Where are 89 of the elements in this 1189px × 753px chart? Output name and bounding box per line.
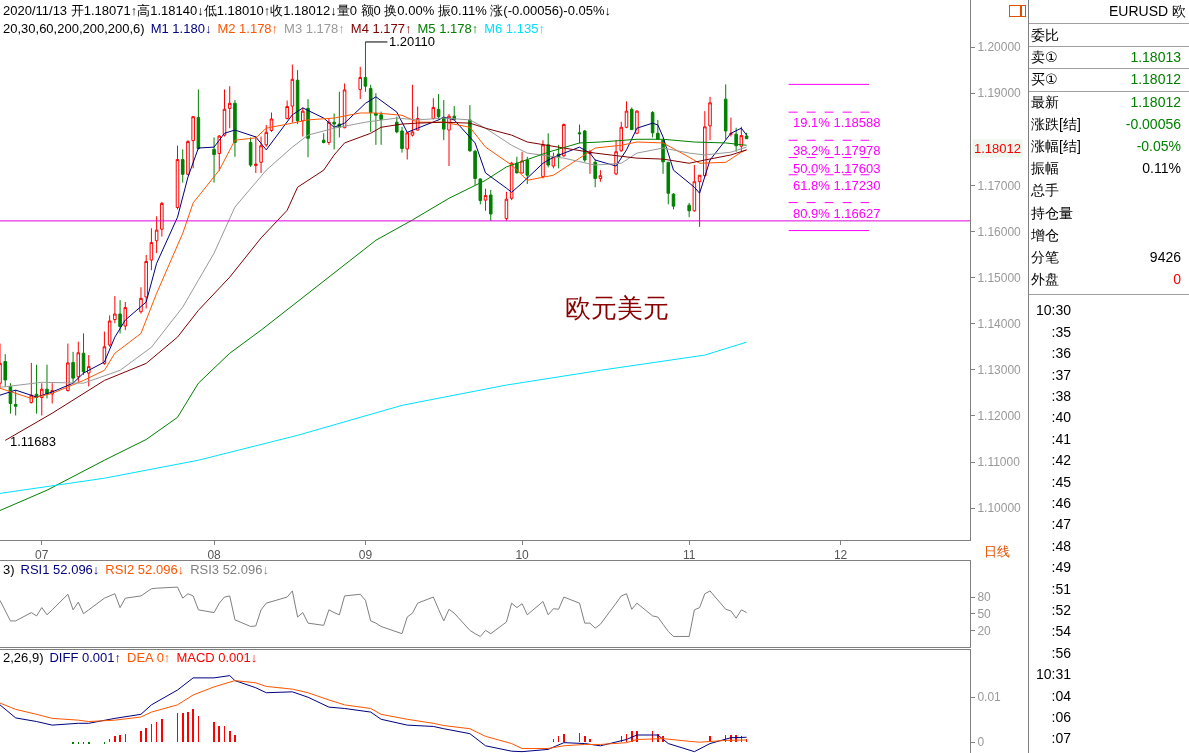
ref-line-label: 80.9% 1.16627 xyxy=(793,206,881,221)
text: :46 xyxy=(1050,494,1071,513)
y-tick-label: 20 xyxy=(977,623,992,638)
category-label: 持仓量 xyxy=(1031,204,1073,221)
text: DEA 0↑ xyxy=(127,650,171,665)
text: M2 1.178↑ xyxy=(217,21,279,36)
category-label: 外盘 xyxy=(1031,271,1059,288)
y-tick-label: 1.14000 xyxy=(977,316,1022,331)
annotation: 1.20110 xyxy=(389,34,436,49)
text: 1.18012 xyxy=(1130,93,1181,110)
ref-line-label: 61.8% 1.17230 xyxy=(793,178,881,193)
y-tick-label: 1.11000 xyxy=(977,455,1021,470)
category-label: 振幅 xyxy=(1031,160,1059,177)
text: :54 xyxy=(1050,622,1071,642)
text: :38 xyxy=(1050,387,1071,406)
y-tick-label: 0.01 xyxy=(977,690,1002,705)
ref-line-label: 19.1% 1.18588 xyxy=(793,115,881,130)
text: :42 xyxy=(1050,451,1071,471)
annotation: 欧元美元 xyxy=(565,293,669,323)
series-label: RSI3 52.096↓ xyxy=(190,562,269,577)
chart-title: 2020/11/13 开1.18071↑高1.18140↓低1.18010↑收1.18012↓量0 额0 换0.00% 振0.11% 涨(-0.00056)-0.05%↓ xyxy=(3,3,612,18)
text: 日线 xyxy=(984,544,1010,559)
text: :40 xyxy=(1050,408,1071,428)
y-tick-label: 1.17000 xyxy=(977,178,1022,193)
text: M4 1.177↑ xyxy=(350,21,412,36)
legend-title: 2,26,9) xyxy=(3,650,44,665)
text: 9426 xyxy=(1149,249,1181,265)
text: DIFF 0.001↑ xyxy=(49,650,122,665)
text: 1.18012 xyxy=(1130,71,1181,88)
y-tick-label: 1.13000 xyxy=(977,363,1022,378)
text: :45 xyxy=(1050,472,1071,492)
y-tick-label: 1.15000 xyxy=(977,270,1022,285)
text: :37 xyxy=(1050,365,1071,385)
x-tick-label: 09 xyxy=(358,548,373,563)
text: :07 xyxy=(1050,729,1071,749)
text: -0.00056 xyxy=(1125,115,1181,132)
x-tick-label: 12 xyxy=(833,548,848,563)
text: :51 xyxy=(1050,579,1071,599)
y-tick-label: 0 xyxy=(977,735,985,750)
x-tick-label: 07 xyxy=(35,548,49,563)
legend-label: RSI2 52.096↓ xyxy=(105,562,185,577)
category-label: 涨跌[结] xyxy=(1031,115,1081,132)
text: 10:31 xyxy=(1034,665,1071,685)
y-tick-label: 1.19000 xyxy=(977,86,1022,101)
annotation: 1.11683 xyxy=(10,434,57,449)
legend-title: 20,30,60,200,200,200,6) xyxy=(3,21,145,36)
category-label: 最新 xyxy=(1031,93,1059,110)
text: 0.11% xyxy=(1142,160,1181,177)
category-label: 买① xyxy=(1031,71,1058,88)
y-tick-label: 1.16000 xyxy=(977,224,1022,239)
category-label: 总手 xyxy=(1031,182,1059,199)
ref-line-label: 38.2% 1.17978 xyxy=(793,143,881,158)
text: :47 xyxy=(1050,515,1071,535)
ref-line-label: 50.0% 1.17603 xyxy=(793,161,881,176)
category-label: 分笔 xyxy=(1031,249,1059,265)
y-tick-label: 1.12000 xyxy=(977,409,1022,424)
x-tick-label: 11 xyxy=(682,548,696,563)
category-label: 委比 xyxy=(1031,27,1059,43)
text: :06 xyxy=(1050,708,1071,727)
x-tick-label: 10 xyxy=(515,548,530,563)
text: :41 xyxy=(1050,429,1071,449)
text: :56 xyxy=(1050,643,1071,663)
category-label: 涨幅[结] xyxy=(1031,138,1081,154)
text: 1.18012 xyxy=(974,141,1021,156)
text: M6 1.135↑ xyxy=(484,21,545,36)
text: 1.18013 xyxy=(1130,49,1181,66)
text: MACD 0.001↓ xyxy=(176,650,258,665)
legend-label: RSI1 52.096↓ xyxy=(20,562,100,577)
text: :04 xyxy=(1050,686,1071,706)
text: 0 xyxy=(1173,271,1181,288)
text: 10:30 xyxy=(1034,301,1071,321)
text: :49 xyxy=(1050,558,1071,578)
text: :36 xyxy=(1050,344,1071,364)
text: M5 1.178↑ xyxy=(417,21,479,36)
category-label: 卖① xyxy=(1031,49,1058,66)
text: :48 xyxy=(1050,536,1071,556)
y-tick-label: 1.20000 xyxy=(977,40,1022,55)
text: :35 xyxy=(1050,322,1071,342)
x-tick-label: 08 xyxy=(207,548,222,563)
text: M1 1.180↓ xyxy=(150,21,212,36)
y-tick-label: 50 xyxy=(977,606,992,621)
category-label: 增仓 xyxy=(1031,226,1059,243)
text: -0.05% xyxy=(1136,138,1181,154)
y-tick-label: 1.10000 xyxy=(977,501,1022,516)
legend-title: 3) xyxy=(3,562,15,577)
text: M3 1.178↑ xyxy=(284,21,345,36)
text: :52 xyxy=(1050,601,1071,620)
text: EURUSD 欧 xyxy=(1108,3,1186,21)
y-tick-label: 80 xyxy=(977,590,992,605)
